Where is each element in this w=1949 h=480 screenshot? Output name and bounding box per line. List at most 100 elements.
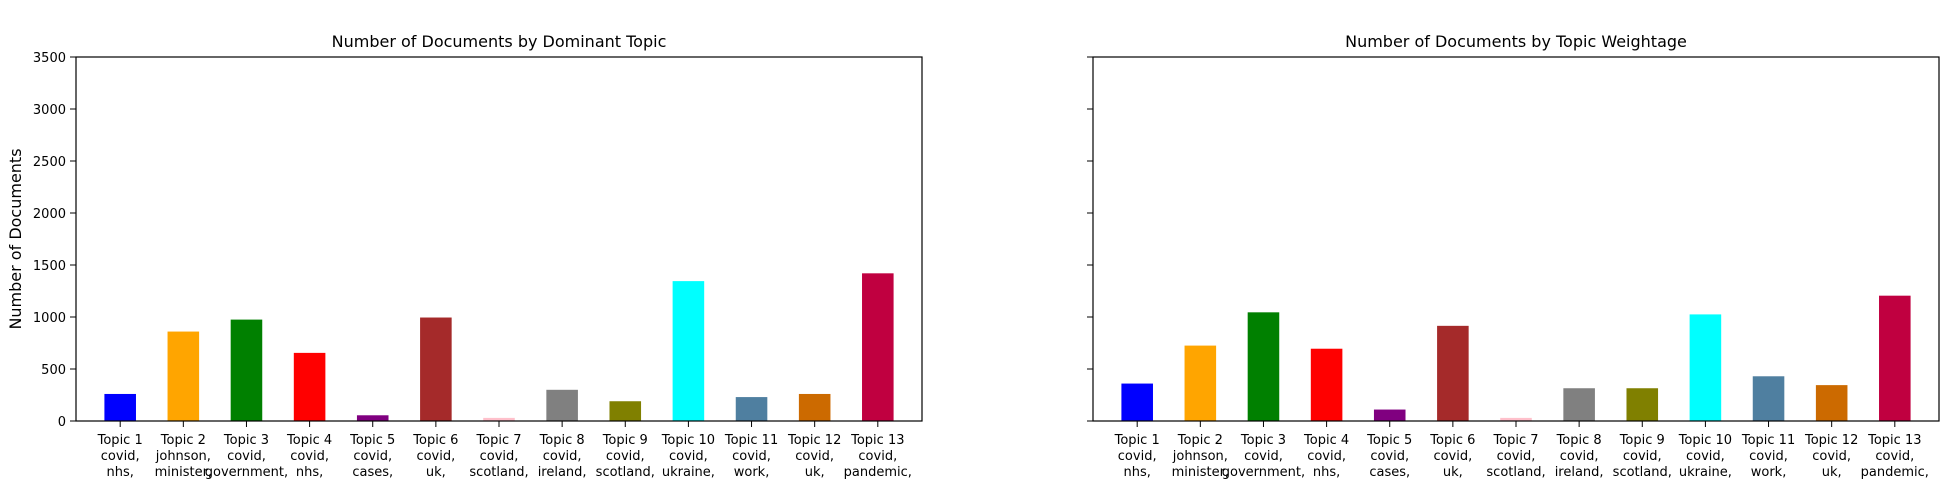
bar xyxy=(1500,417,1532,421)
x-tick-label: covid, xyxy=(1307,449,1346,464)
x-tick-label: Topic 10 xyxy=(661,433,715,448)
x-tick-label: Topic 8 xyxy=(539,433,585,448)
x-tick-label: covid, xyxy=(1686,449,1725,464)
x-tick-label: Topic 5 xyxy=(1366,433,1412,448)
bar xyxy=(672,281,705,421)
x-tick-label: nhs, xyxy=(296,465,323,480)
x-tick-label: Topic 12 xyxy=(787,433,841,448)
x-tick-label: covid, xyxy=(1497,449,1536,464)
x-tick-label: Topic 6 xyxy=(1429,433,1475,448)
x-tick-label: nhs, xyxy=(1123,465,1150,480)
chart-dominant-topic: Number of Documents by Dominant Topic Nu… xyxy=(6,32,923,480)
x-tick-label: covid, xyxy=(669,449,708,464)
x-tick-label: covid, xyxy=(543,449,582,464)
y-axis xyxy=(1087,56,1093,422)
bars xyxy=(1121,295,1911,421)
x-tick-label: pandemic, xyxy=(1861,465,1929,480)
x-tick-label: Topic 7 xyxy=(1492,433,1538,448)
x-tick-label: covid, xyxy=(227,449,266,464)
y-tick-label: 3500 xyxy=(33,51,66,66)
bar xyxy=(167,331,200,421)
x-tick-label: covid, xyxy=(416,449,455,464)
x-tick-label: johnson, xyxy=(155,449,211,464)
bar xyxy=(1563,388,1595,421)
x-tick-label: uk, xyxy=(1822,465,1842,480)
y-tick-label: 0 xyxy=(58,415,66,430)
x-tick-label: Topic 1 xyxy=(1114,433,1160,448)
x-tick-label: Topic 4 xyxy=(286,433,332,448)
x-tick-label: covid, xyxy=(353,449,392,464)
bar xyxy=(1815,385,1848,421)
x-tick-label: Topic 7 xyxy=(475,433,521,448)
x-tick-label: covid, xyxy=(606,449,645,464)
x-tick-label: nhs, xyxy=(1313,465,1340,480)
x-tick-label: covid, xyxy=(1433,449,1472,464)
x-tick-label: Topic 9 xyxy=(1619,433,1665,448)
x-tick-label: covid, xyxy=(480,449,519,464)
bar xyxy=(1752,376,1785,421)
bar xyxy=(798,393,831,421)
x-tick-label: Topic 11 xyxy=(724,433,778,448)
x-tick-label: covid, xyxy=(1560,449,1599,464)
bar xyxy=(1689,314,1722,421)
x-tick-label: covid, xyxy=(290,449,329,464)
x-tick-label: covid, xyxy=(732,449,771,464)
x-tick-label: uk, xyxy=(805,465,825,480)
bar xyxy=(1247,312,1280,421)
bar xyxy=(735,397,768,421)
x-tick-label: nhs, xyxy=(106,465,133,480)
bar xyxy=(546,389,578,421)
x-tick-label: Topic 9 xyxy=(602,433,648,448)
x-tick-label: Topic 5 xyxy=(349,433,395,448)
x-tick-label: cases, xyxy=(352,465,393,480)
bar xyxy=(483,417,515,421)
x-tick-label: pandemic, xyxy=(844,465,912,480)
x-tick-label: Topic 13 xyxy=(1867,433,1921,448)
x-tick-label: Topic 11 xyxy=(1741,433,1795,448)
bar xyxy=(862,273,894,421)
chart-title: Number of Documents by Topic Weightage xyxy=(1345,32,1687,51)
x-tick-label: covid, xyxy=(1875,449,1914,464)
y-axis: 0 500 1000 1500 2000 2500 3000 3500 xyxy=(33,51,76,430)
y-tick-label: 2000 xyxy=(33,207,66,222)
x-tick-label: ukraine, xyxy=(1679,465,1732,480)
bar xyxy=(230,319,263,421)
x-tick-label: scotland, xyxy=(469,465,528,480)
chart-title: Number of Documents by Dominant Topic xyxy=(332,32,667,51)
bar xyxy=(1437,325,1469,421)
x-tick-label: covid, xyxy=(101,449,140,464)
x-tick-label: uk, xyxy=(426,465,446,480)
x-tick-label: Topic 6 xyxy=(412,433,458,448)
x-tick-label: covid, xyxy=(795,449,834,464)
x-tick-label: covid, xyxy=(1370,449,1409,464)
x-tick-label: covid, xyxy=(1118,449,1157,464)
x-tick-label: scotland, xyxy=(1613,465,1672,480)
y-tick-label: 500 xyxy=(41,363,66,378)
x-tick-label: covid, xyxy=(1812,449,1851,464)
x-tick-label: cases, xyxy=(1369,465,1410,480)
y-tick-label: 2500 xyxy=(33,155,66,170)
x-tick-label: Topic 3 xyxy=(223,433,269,448)
bar xyxy=(104,393,136,421)
y-axis-label: Number of Documents xyxy=(6,148,25,329)
bar xyxy=(1879,295,1911,421)
x-tick-label: Topic 1 xyxy=(97,433,143,448)
bar xyxy=(1310,348,1343,421)
bar xyxy=(356,415,389,421)
x-tick-label: scotland, xyxy=(1486,465,1545,480)
x-tick-label: Topic 10 xyxy=(1678,433,1732,448)
bar xyxy=(609,401,642,421)
x-tick-label: covid, xyxy=(858,449,897,464)
bar xyxy=(1184,345,1217,421)
bar xyxy=(1373,409,1406,421)
y-tick-label: 1500 xyxy=(33,259,66,274)
bar xyxy=(420,317,452,421)
x-tick-label: covid, xyxy=(1244,449,1283,464)
x-tick-label: government, xyxy=(205,465,288,480)
chart-topic-weightage: Number of Documents by Topic Weightage T… xyxy=(1087,32,1940,480)
x-tick-label: covid, xyxy=(1749,449,1788,464)
x-tick-label: ukraine, xyxy=(662,465,715,480)
bars xyxy=(104,273,894,421)
